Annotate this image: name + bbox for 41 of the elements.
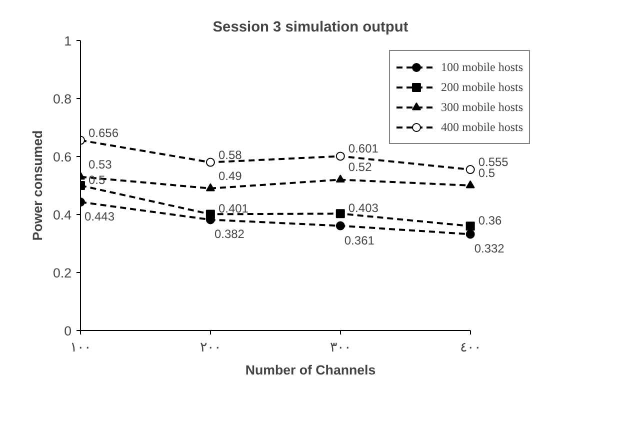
x-tick-label: ٤٠٠ <box>460 340 481 354</box>
data-label: 0.361 <box>344 233 375 248</box>
point <box>466 222 475 231</box>
y-tick-label: 0.2 <box>52 266 72 280</box>
legend-label: 100 mobile hosts <box>440 60 523 74</box>
data-label: 0.656 <box>88 126 119 140</box>
data-label: 0.403 <box>348 201 379 216</box>
chart-title: Session 3 simulation output <box>212 20 408 36</box>
x-tick-label: ٣٠٠ <box>330 340 351 354</box>
data-label: 0.401 <box>218 202 249 216</box>
y-tick-label: 0.8 <box>52 92 72 106</box>
point <box>466 180 475 188</box>
y-tick-label: 0 <box>64 324 72 338</box>
x-tick-label: ٢٠٠ <box>200 340 221 354</box>
data-label: 0.382 <box>214 227 245 242</box>
point <box>466 165 475 174</box>
point <box>336 209 345 218</box>
legend-label: 200 mobile hosts <box>440 80 523 94</box>
data-label: 0.443 <box>84 210 115 224</box>
data-label: 0.36 <box>478 214 502 228</box>
data-label: 0.58 <box>218 148 242 162</box>
point <box>336 152 345 161</box>
point <box>206 210 215 219</box>
point <box>466 230 475 239</box>
point <box>206 183 215 192</box>
data-label: 0.53 <box>88 157 112 172</box>
x-tick-label: ١٠٠ <box>70 340 91 354</box>
y-tick-label: 0.4 <box>52 208 72 222</box>
point <box>206 158 215 167</box>
legend-label: 400 mobile hosts <box>440 120 523 134</box>
data-label: 0.49 <box>218 168 242 183</box>
data-label: 0.601 <box>348 142 379 156</box>
data-label: 0.332 <box>474 242 505 256</box>
point <box>336 174 345 183</box>
x-axis-title: Number of Channels <box>245 362 376 378</box>
y-axis-title: Power consumed <box>30 130 45 241</box>
y-tick-label: 1 <box>64 34 72 48</box>
point <box>336 221 345 230</box>
y-tick-label: 0.6 <box>52 150 72 164</box>
data-label: 0.52 <box>348 160 372 174</box>
legend-label: 300 mobile hosts <box>440 100 523 114</box>
